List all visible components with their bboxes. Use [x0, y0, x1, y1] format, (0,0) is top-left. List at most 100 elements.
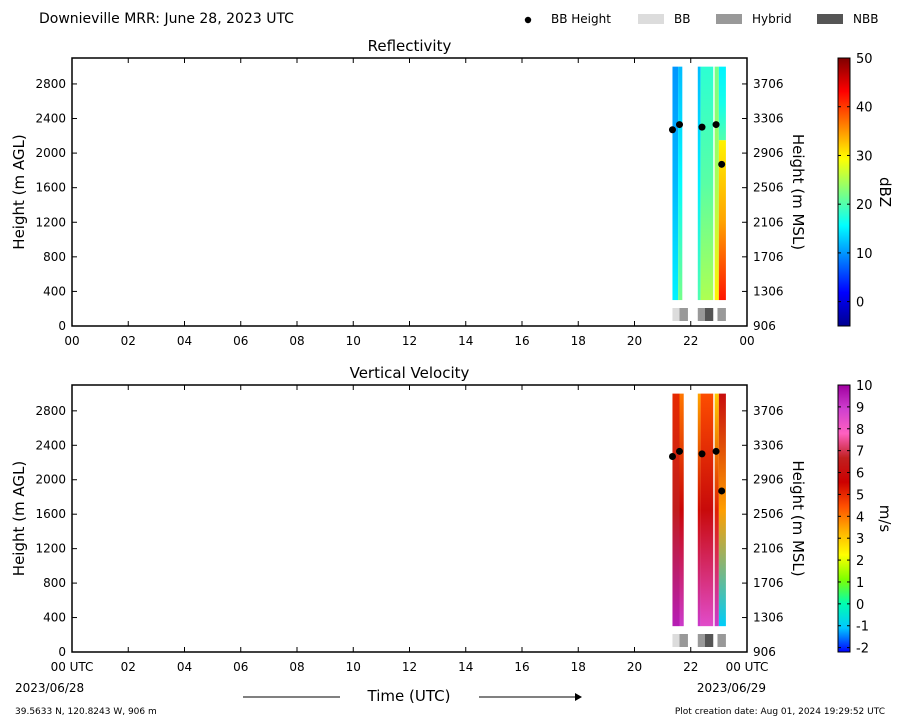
legend-item: BB [638, 12, 690, 26]
bb-height-point [676, 121, 683, 129]
data-column [718, 393, 726, 627]
colorbar-tick-label: 30 [856, 149, 873, 164]
colorbar-label: m/s [876, 505, 894, 533]
colorbar-tick-label: 2 [856, 554, 864, 569]
data-column [679, 393, 684, 627]
colorbar-tick-label: 10 [856, 247, 873, 262]
data-column [672, 393, 680, 627]
y-tick-label: 1600 [35, 507, 66, 521]
colorbar-tick-label: 5 [856, 488, 864, 503]
x-tick-label: 22 [683, 660, 698, 674]
legend-swatch [638, 14, 664, 24]
legend-swatch [716, 14, 742, 24]
data-column [697, 393, 701, 627]
colorbar-tick-label: 40 [856, 101, 873, 116]
x-tick-label: 00 [739, 334, 754, 348]
data-column [672, 66, 679, 301]
colorbar-tick-label: 4 [856, 510, 864, 525]
y-right-tick-label: 2906 [753, 146, 784, 160]
y-tick-label: 2800 [35, 404, 66, 418]
colorbar-tick-label: 10 [856, 379, 873, 394]
x-tick-label: 06 [233, 660, 248, 674]
colorbar-tick-label: 20 [856, 198, 873, 213]
x-tick-label: 08 [289, 334, 304, 348]
colorbar-tick-label: 8 [856, 423, 864, 438]
colorbar-label: dBZ [876, 177, 894, 207]
data-column [678, 66, 683, 301]
x-tick-label: 04 [177, 334, 192, 348]
bb-height-point [712, 121, 720, 129]
y-right-tick-label: 1706 [753, 576, 784, 590]
x-tick-label: 00 UTC [726, 660, 769, 674]
bb-height-point [676, 447, 683, 455]
y-tick-label: 1200 [35, 542, 66, 556]
creation-date-text: Plot creation date: Aug 01, 2024 19:29:5… [675, 707, 885, 717]
x-tick-label: 16 [514, 660, 529, 674]
y-right-tick-label: 2506 [753, 181, 784, 195]
x-tick-label: 14 [458, 334, 473, 348]
legend-label: NBB [853, 12, 878, 26]
x-tick-label: 14 [458, 660, 473, 674]
y-axis-label: Height (m AGL) [10, 134, 28, 249]
bb-height-point [668, 452, 676, 460]
y-tick-label: 0 [58, 645, 66, 659]
y-right-tick-label: 1706 [753, 250, 784, 264]
y-right-tick-label: 906 [753, 319, 776, 333]
x-tick-label: 10 [346, 334, 361, 348]
y-tick-label: 2400 [35, 112, 66, 126]
colorbar-gradient [837, 384, 851, 653]
legend: BB Height BB Hybrid NBB [524, 12, 878, 26]
bb-type-box [717, 308, 726, 321]
colorbar: -2 -1 0 1 2 3 4 5 6 7 8 9 10 m/s [837, 379, 894, 657]
bb-height-point [698, 450, 706, 458]
colorbar-gradient [837, 57, 851, 327]
data-column [718, 140, 726, 301]
figure-title: Downieville MRR: June 28, 2023 UTC [39, 11, 294, 27]
legend-item: Hybrid [716, 12, 792, 26]
plot-frame [71, 384, 748, 653]
x-tick-label: 18 [571, 660, 586, 674]
bb-type-box [697, 634, 705, 647]
bb-height-point [712, 447, 720, 455]
legend-label: BB [674, 12, 690, 26]
x-tick-label: 20 [627, 334, 642, 348]
y-right-tick-label: 3706 [753, 404, 784, 418]
bb-height-point [718, 487, 726, 495]
y-right-tick-label: 3306 [753, 112, 784, 126]
x-tick-label: 12 [402, 334, 417, 348]
colorbar-tick-label: 1 [856, 576, 864, 591]
y-right-tick-label: 2106 [753, 215, 784, 229]
bb-type-box [697, 308, 705, 321]
data-column [697, 66, 701, 301]
y-tick-label: 400 [43, 611, 66, 625]
colorbar-tick-label: 7 [856, 445, 864, 460]
x-tick-label: 04 [177, 660, 192, 674]
y-right-tick-label: 1306 [753, 284, 784, 298]
legend-item: BB Height [524, 12, 611, 26]
bb-height-point [718, 160, 726, 168]
colorbar-tick-label: 0 [856, 598, 864, 613]
colorbar-tick-label: 50 [856, 52, 873, 67]
y-right-tick-label: 2106 [753, 542, 784, 556]
x-tick-label: 00 UTC [51, 660, 94, 674]
bb-type-box [679, 634, 688, 647]
x-tick-label: 10 [346, 660, 361, 674]
y-right-axis-label: Height (m MSL) [789, 460, 807, 576]
bb-type-box [704, 634, 714, 647]
data-column [700, 393, 714, 627]
y-right-tick-label: 1306 [753, 611, 784, 625]
location-text: 39.5633 N, 120.8243 W, 906 m [15, 707, 157, 717]
colorbar-tick-label: 3 [856, 532, 864, 547]
y-right-axis-label: Height (m MSL) [789, 134, 807, 250]
y-tick-label: 2400 [35, 438, 66, 452]
y-right-tick-label: 2506 [753, 507, 784, 521]
bb-height-point [698, 123, 706, 131]
panel-title: Reflectivity [368, 37, 452, 55]
colorbar: 0 10 20 30 40 50 dBZ [837, 52, 894, 327]
x-tick-label: 12 [402, 660, 417, 674]
x-tick-label: 16 [514, 334, 529, 348]
y-right-tick-label: 906 [753, 645, 776, 659]
y-tick-label: 2000 [35, 146, 66, 160]
